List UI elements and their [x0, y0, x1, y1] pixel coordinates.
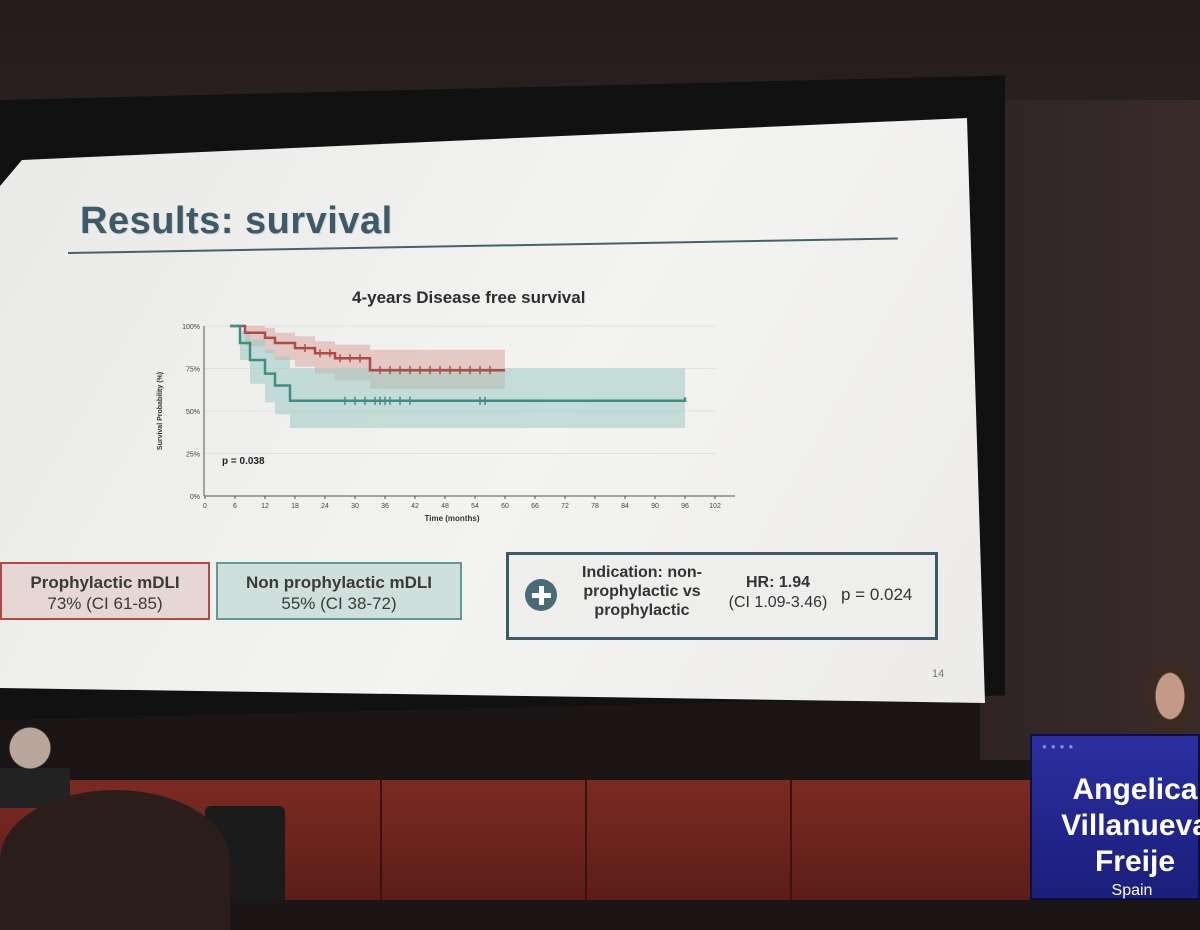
audience-member: [0, 718, 70, 808]
indication-text: Indication: non- prophylactic vs prophyl…: [567, 563, 717, 620]
indication-line-1: Indication: non-: [582, 564, 702, 581]
x-axis-label: Time (months): [425, 514, 480, 523]
room-wall-right: [980, 100, 1200, 760]
stage-panel-divider: [585, 780, 587, 900]
slide-number: 14: [932, 668, 945, 680]
y-tick-label: 100%: [182, 324, 200, 331]
speaker-name-line-3: Freije: [1094, 845, 1176, 878]
indication-line-2: prophylactic vs: [583, 583, 701, 600]
x-tick-label: 66: [531, 503, 539, 510]
survival-line-0: [230, 324, 505, 372]
speaker: [1140, 664, 1200, 744]
hazard-ratio: HR: 1.94 (CI 1.09-3.46): [723, 573, 833, 613]
slide-title: Results: survival: [80, 200, 393, 242]
indication-line-3: prophylactic: [594, 602, 690, 619]
confidence-band-1: [230, 326, 685, 428]
km-survival-chart: 0% 25% 50% 75% 100% 0 6 12 18 24 30 36 42 48 54 60 66 72 7…: [157, 324, 735, 523]
stage-panel-divider: [790, 780, 792, 900]
y-tick-label: 75%: [186, 367, 200, 374]
speaker-country: Spain: [1111, 882, 1153, 899]
stage-panel-divider: [380, 780, 382, 900]
x-tick-label: 60: [501, 503, 509, 510]
legend-non-prophylactic-label: Non prophylactic mDLI: [245, 573, 433, 592]
hr-p-value: p = 0.024: [841, 585, 913, 604]
audience-head: [0, 790, 230, 930]
x-tick-label: 6: [233, 503, 237, 510]
speaker-name-line-2: Villanueva: [1061, 809, 1200, 842]
speaker-name: Angelica Villanueva Freije: [1040, 772, 1200, 880]
confidence-bands: [230, 326, 685, 428]
x-tick-label: 90: [651, 503, 659, 510]
x-tick-label: 78: [591, 503, 599, 510]
x-tick-label: 102: [709, 503, 721, 510]
legend-prophylactic-value: 73% (CI 61-85): [47, 594, 163, 613]
speaker-name-line-1: Angelica: [1072, 773, 1198, 806]
y-tick-label: 50%: [186, 409, 200, 416]
x-tick-label: 42: [411, 503, 419, 510]
x-tick-label: 18: [291, 503, 299, 510]
x-tick-label: 84: [621, 503, 629, 510]
y-axis-label: Survival Probability (%): [157, 372, 164, 450]
chart-p-value: p = 0.038: [222, 456, 265, 467]
x-tick-label: 36: [381, 503, 389, 510]
legend-non-prophylactic: Non prophylactic mDLI 55% (CI 38-72): [216, 562, 462, 620]
x-tick-label: 30: [351, 503, 359, 510]
legend-prophylactic: Prophylactic mDLI 73% (CI 61-85): [0, 562, 210, 620]
x-tick-label: 12: [261, 503, 269, 510]
x-tick-label: 72: [561, 503, 569, 510]
hr-ci: (CI 1.09-3.46): [728, 594, 828, 611]
y-tick-label: 0%: [190, 494, 200, 501]
podium-dots: ●●●●: [1042, 742, 1078, 751]
x-tick-label: 24: [321, 503, 329, 510]
survival-line-1: [230, 324, 687, 403]
podium-sign: ●●●● Angelica Villanueva Freije Spain: [1030, 734, 1200, 900]
x-tick-label: 0: [203, 503, 207, 510]
legend-non-prophylactic-value: 55% (CI 38-72): [281, 594, 397, 613]
x-tick-label: 96: [681, 503, 689, 510]
hazard-ratio-box: Indication: non- prophylactic vs prophyl…: [506, 552, 938, 640]
hr-label: HR: 1.94: [745, 574, 811, 591]
chart-title: 4-years Disease free survival: [352, 288, 586, 307]
chart-axes: 0% 25% 50% 75% 100% 0 6 12 18 24 30 36 42 48 54 60 66 72 7…: [182, 324, 735, 510]
y-tick-label: 25%: [186, 452, 200, 459]
x-tick-label: 48: [441, 503, 449, 510]
x-tick-label: 54: [471, 503, 479, 510]
legend-prophylactic-label: Prophylactic mDLI: [30, 573, 180, 592]
survival-lines: [230, 324, 687, 405]
plus-circle-icon: [525, 579, 557, 611]
